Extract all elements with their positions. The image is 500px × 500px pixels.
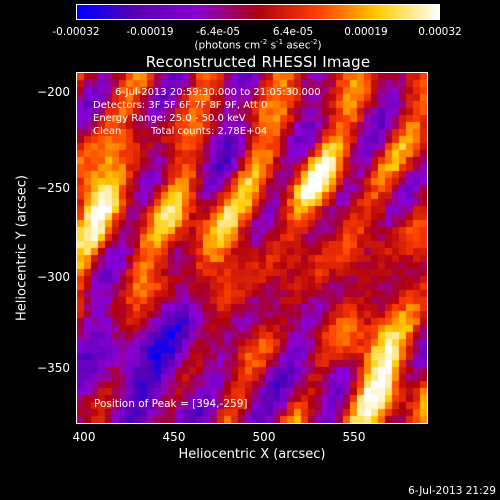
- y-axis-label: Heliocentric Y (arcsec): [14, 175, 30, 321]
- x-tick-label: 450: [162, 430, 186, 444]
- annotation-time-range: 6-Jul-2013 20:59:30.000 to 21:05:30.000: [115, 87, 321, 98]
- colorbar-gradient: [77, 5, 439, 19]
- footer-timestamp: 6-Jul-2013 21:29: [408, 485, 496, 497]
- colorbar-tick: -6.4e-05: [195, 26, 241, 38]
- units-exponent: -1: [276, 38, 284, 46]
- y-tick-label: −200: [37, 85, 70, 99]
- colorbar-tick: 0.00019: [344, 26, 388, 38]
- heatmap-plot: 6-Jul-2013 20:59:30.000 to 21:05:30.000 …: [76, 72, 428, 424]
- colorbar: [76, 4, 440, 20]
- x-tick-label: 500: [252, 430, 276, 444]
- units-text: (photons cm: [194, 39, 261, 52]
- chart-title: Reconstructed RHESSI Image: [145, 53, 371, 71]
- colorbar-tick: -0.00032: [52, 26, 100, 38]
- colorbar-units: (photons cm-2 s-1 asec-2): [194, 38, 321, 52]
- units-text: asec: [283, 39, 311, 52]
- x-tick-label: 550: [342, 430, 366, 444]
- peak-position-label: Position of Peak = [394,-259]: [94, 398, 248, 410]
- x-axis-label: Heliocentric X (arcsec): [178, 447, 326, 462]
- y-tick-label: −250: [37, 181, 70, 195]
- units-exponent: -2: [260, 38, 268, 46]
- heatmap-image: [77, 73, 427, 423]
- colorbar-tick: 6.4e-05: [272, 26, 314, 38]
- units-text: s: [267, 39, 277, 52]
- annotation-counts: Total counts: 2.78E+04: [151, 126, 268, 137]
- colorbar-tick: -0.00019: [126, 26, 174, 38]
- y-tick-label: −350: [37, 361, 70, 375]
- annotation-detectors: Detectors: 3F 5F 6F 7F 8F 9F, Att 0: [93, 100, 268, 111]
- annotation-energy: Energy Range: 25.0 - 50.0 keV: [93, 113, 246, 124]
- x-tick-label: 400: [72, 430, 96, 444]
- annotation-algorithm: Clean: [93, 126, 122, 137]
- colorbar-tick: 0.00032: [418, 26, 462, 38]
- units-text: ): [317, 39, 322, 52]
- y-tick-label: −300: [37, 270, 70, 284]
- units-exponent: -2: [310, 38, 318, 46]
